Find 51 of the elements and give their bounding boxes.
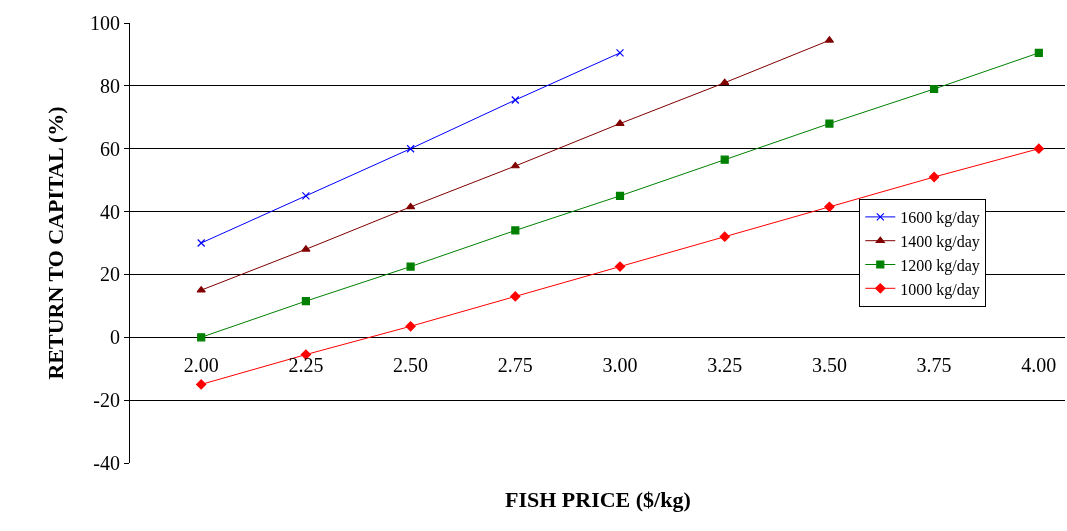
x-tick-label: 2.75 — [497, 354, 533, 377]
point — [510, 161, 520, 169]
point — [615, 48, 625, 57]
point — [301, 297, 310, 306]
point — [930, 84, 939, 94]
y-tick-label: 20 — [100, 263, 120, 286]
x-tick-label: 2.00 — [183, 354, 219, 377]
point — [615, 119, 625, 126]
x-tick-label: 3.25 — [707, 354, 743, 377]
x-tick-label: 3.75 — [916, 354, 952, 377]
point — [406, 144, 415, 153]
legend-label: 1400 kg/day — [900, 232, 980, 251]
point — [719, 231, 730, 242]
point — [1033, 143, 1044, 154]
y-tick-label: 80 — [100, 74, 120, 97]
point — [511, 226, 520, 235]
x-tick-label: 2.50 — [393, 354, 429, 377]
point — [405, 202, 416, 210]
point — [197, 238, 206, 248]
y-tick-label: 100 — [90, 12, 120, 34]
point — [301, 191, 310, 200]
x-tick-label: 2.25 — [288, 354, 324, 377]
point — [196, 286, 206, 293]
point — [1034, 48, 1043, 57]
point — [511, 95, 520, 105]
point — [615, 191, 625, 200]
legend-label: 1200 kg/day — [900, 256, 980, 275]
point — [406, 262, 415, 271]
point — [928, 171, 940, 183]
point — [720, 78, 730, 86]
x-tick-label: 3.50 — [811, 354, 847, 377]
y-tick-label: 40 — [100, 200, 120, 223]
point — [510, 291, 521, 302]
y-tick-label: 0 — [110, 326, 120, 349]
point — [405, 321, 416, 332]
y-tick-label: -40 — [93, 452, 120, 474]
point — [825, 119, 834, 128]
y-axis-title: RETURN TO CAPITAL (%) — [42, 106, 68, 380]
x-tick-label: 4.00 — [1021, 354, 1057, 377]
x-axis-title: FISH PRICE ($/kg) — [505, 487, 691, 512]
point — [197, 333, 206, 342]
point — [196, 379, 207, 390]
legend-label: 1600 kg/day — [900, 209, 980, 228]
point — [720, 155, 729, 164]
point — [301, 245, 311, 252]
y-tick-label: 60 — [100, 137, 120, 160]
legend-label: 1000 kg/day — [900, 280, 980, 299]
point — [824, 201, 835, 213]
y-tick-label: -20 — [93, 389, 120, 412]
point — [614, 261, 626, 272]
x-tick-label: 3.00 — [602, 354, 638, 377]
